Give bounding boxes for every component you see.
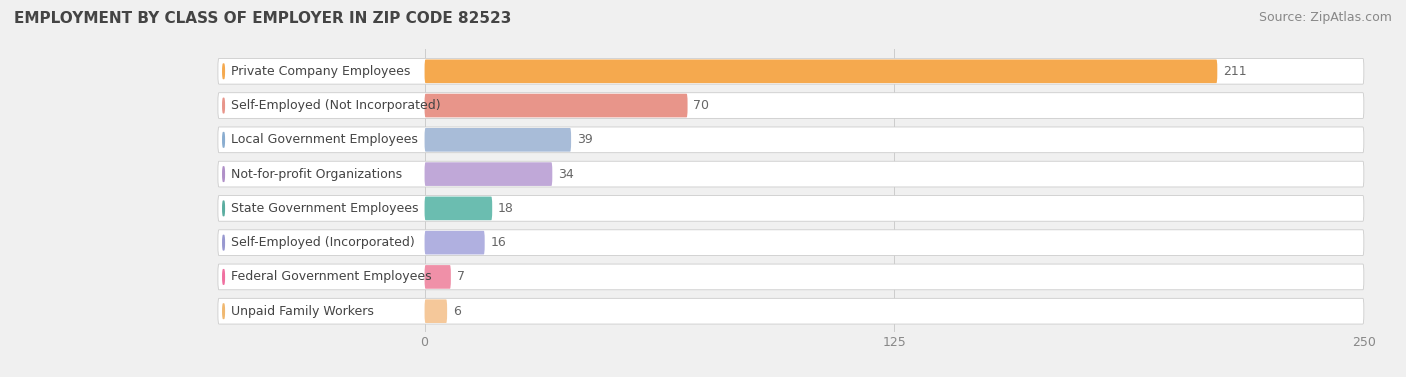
FancyBboxPatch shape — [218, 230, 1364, 256]
FancyBboxPatch shape — [425, 162, 553, 186]
Text: EMPLOYMENT BY CLASS OF EMPLOYER IN ZIP CODE 82523: EMPLOYMENT BY CLASS OF EMPLOYER IN ZIP C… — [14, 11, 512, 26]
FancyBboxPatch shape — [425, 231, 485, 254]
FancyBboxPatch shape — [218, 161, 1364, 187]
FancyBboxPatch shape — [425, 128, 571, 152]
Text: Not-for-profit Organizations: Not-for-profit Organizations — [231, 168, 402, 181]
Circle shape — [222, 270, 225, 285]
Text: 16: 16 — [491, 236, 506, 249]
FancyBboxPatch shape — [218, 264, 1364, 290]
Text: 6: 6 — [453, 305, 461, 318]
FancyBboxPatch shape — [425, 94, 688, 117]
Text: State Government Employees: State Government Employees — [231, 202, 419, 215]
Circle shape — [222, 167, 225, 182]
Circle shape — [222, 98, 225, 113]
FancyBboxPatch shape — [218, 58, 1364, 84]
Text: Federal Government Employees: Federal Government Employees — [231, 270, 432, 284]
Circle shape — [222, 201, 225, 216]
FancyBboxPatch shape — [425, 60, 1218, 83]
Circle shape — [222, 64, 225, 79]
Text: 34: 34 — [558, 168, 574, 181]
FancyBboxPatch shape — [218, 93, 1364, 118]
Text: 211: 211 — [1223, 65, 1247, 78]
FancyBboxPatch shape — [218, 127, 1364, 153]
Text: Source: ZipAtlas.com: Source: ZipAtlas.com — [1258, 11, 1392, 24]
Text: 18: 18 — [498, 202, 513, 215]
Text: 70: 70 — [693, 99, 709, 112]
FancyBboxPatch shape — [425, 196, 492, 220]
FancyBboxPatch shape — [218, 298, 1364, 324]
Text: Self-Employed (Not Incorporated): Self-Employed (Not Incorporated) — [231, 99, 440, 112]
Text: 39: 39 — [576, 133, 592, 146]
FancyBboxPatch shape — [425, 299, 447, 323]
Text: Self-Employed (Incorporated): Self-Employed (Incorporated) — [231, 236, 415, 249]
FancyBboxPatch shape — [218, 196, 1364, 221]
Circle shape — [222, 132, 225, 147]
Text: Local Government Employees: Local Government Employees — [231, 133, 418, 146]
Circle shape — [222, 235, 225, 250]
Text: 7: 7 — [457, 270, 464, 284]
Text: Unpaid Family Workers: Unpaid Family Workers — [231, 305, 374, 318]
FancyBboxPatch shape — [425, 265, 451, 289]
Text: Private Company Employees: Private Company Employees — [231, 65, 411, 78]
Circle shape — [222, 303, 225, 319]
